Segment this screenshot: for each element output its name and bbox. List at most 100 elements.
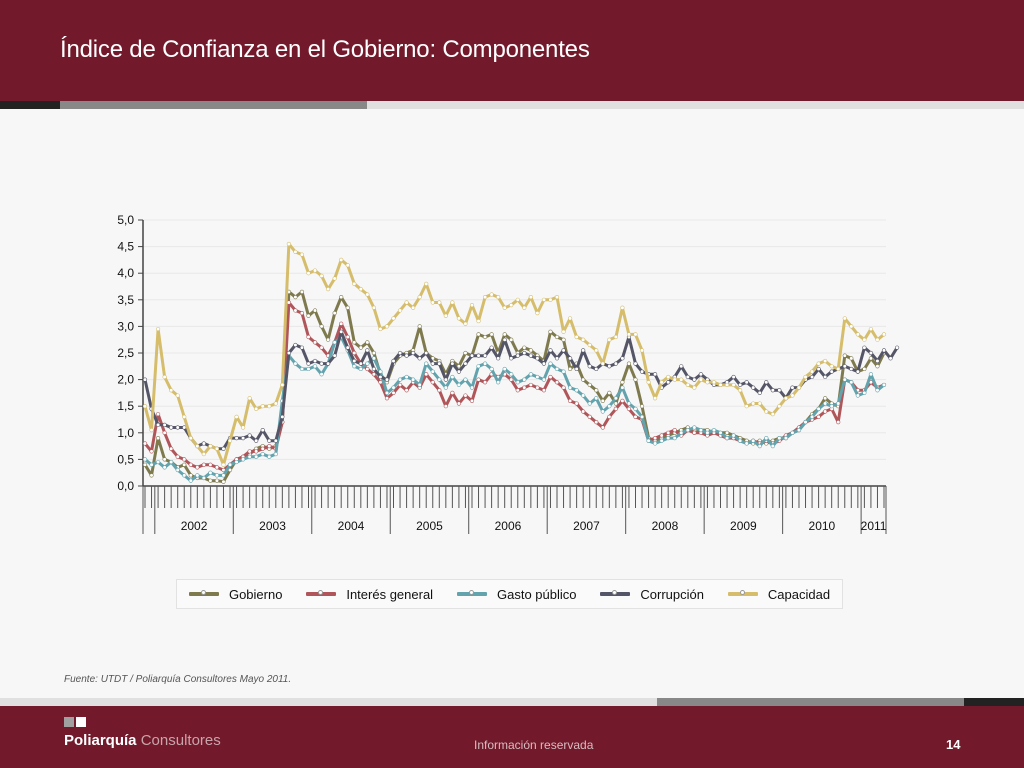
- data-point-capacidad: [633, 332, 638, 337]
- data-point-gasto-publico: [208, 470, 213, 475]
- data-point-capacidad: [227, 438, 233, 443]
- data-point-corrupcion: [365, 348, 370, 353]
- data-point-gasto-publico: [469, 385, 475, 390]
- data-point-capacidad: [482, 295, 488, 300]
- data-point-corrupcion: [306, 361, 311, 366]
- data-point-corrupcion: [888, 356, 893, 361]
- data-point-interes-general: [391, 390, 396, 396]
- data-point-gobierno: [365, 340, 370, 345]
- data-point-capacidad: [169, 388, 174, 393]
- data-point-gasto-publico: [626, 401, 632, 406]
- data-point-gasto-publico: [535, 374, 540, 380]
- data-point-interes-general: [594, 420, 599, 425]
- data-point-gasto-publico: [319, 372, 324, 377]
- data-point-capacidad: [823, 358, 828, 364]
- data-point-corrupcion: [823, 374, 828, 380]
- data-point-gasto-publico: [247, 454, 252, 459]
- data-point-interes-general: [613, 406, 618, 411]
- y-tick-label: 5,0: [117, 213, 134, 227]
- data-point-capacidad: [718, 382, 723, 388]
- data-point-gasto-publico: [515, 380, 520, 385]
- data-point-corrupcion: [273, 438, 278, 443]
- data-point-capacidad: [430, 300, 435, 305]
- data-point-interes-general: [195, 465, 200, 470]
- data-point-gobierno: [482, 334, 488, 340]
- data-point-interes-general: [666, 430, 671, 435]
- x-year-label: 2007: [573, 519, 600, 533]
- data-point-gasto-publico: [509, 372, 514, 377]
- data-point-interes-general: [581, 409, 586, 414]
- data-point-interes-general: [672, 428, 677, 433]
- data-point-gobierno: [724, 430, 730, 435]
- data-point-capacidad: [384, 324, 390, 329]
- data-point-capacidad: [175, 393, 180, 398]
- data-point-corrupcion: [437, 361, 442, 366]
- data-point-gasto-publico: [430, 369, 435, 374]
- data-point-corrupcion: [751, 385, 756, 390]
- data-point-capacidad: [358, 287, 363, 292]
- data-point-gasto-publico: [371, 356, 376, 361]
- data-point-gasto-publico: [365, 361, 370, 366]
- company-logo-icon: [64, 717, 86, 727]
- brand-light: Consultores: [140, 732, 221, 749]
- data-point-gasto-publico: [692, 425, 697, 430]
- confidential-label: Información reservada: [474, 738, 594, 752]
- legend-swatch-icon: [727, 590, 758, 596]
- data-point-capacidad: [672, 377, 677, 382]
- data-point-gobierno: [862, 366, 867, 372]
- y-tick-label: 1,0: [117, 426, 134, 440]
- data-point-gasto-publico: [862, 390, 867, 396]
- data-point-interes-general: [607, 414, 612, 419]
- data-point-capacidad: [711, 380, 717, 385]
- data-point-interes-general: [169, 446, 174, 451]
- data-point-gobierno: [509, 337, 514, 342]
- data-point-capacidad: [437, 300, 442, 305]
- data-point-capacidad: [842, 316, 847, 321]
- data-point-capacidad: [142, 404, 148, 409]
- data-point-capacidad: [221, 462, 226, 467]
- data-point-gobierno: [607, 390, 612, 396]
- data-point-corrupcion: [862, 345, 867, 350]
- data-point-gasto-publico: [397, 377, 403, 382]
- data-point-interes-general: [188, 462, 193, 467]
- data-point-gobierno: [849, 356, 854, 361]
- data-point-interes-general: [201, 462, 206, 467]
- data-point-gasto-publico: [777, 436, 782, 441]
- data-point-interes-general: [339, 321, 344, 326]
- data-point-interes-general: [528, 382, 533, 388]
- data-point-interes-general: [482, 380, 488, 385]
- data-point-corrupcion: [594, 366, 599, 372]
- data-point-corrupcion: [293, 342, 298, 348]
- data-point-gasto-publico: [541, 377, 547, 382]
- data-point-gobierno: [214, 478, 220, 483]
- data-point-capacidad: [332, 276, 337, 281]
- data-point-gasto-publico: [417, 382, 422, 388]
- data-point-corrupcion: [868, 350, 874, 356]
- data-point-corrupcion: [509, 356, 514, 361]
- data-point-gobierno: [600, 398, 605, 403]
- data-point-gasto-publico: [613, 396, 618, 401]
- data-point-capacidad: [561, 329, 566, 334]
- data-point-gasto-publico: [685, 428, 690, 433]
- data-point-capacidad: [548, 297, 553, 302]
- data-point-capacidad: [535, 311, 540, 316]
- data-point-gobierno: [299, 289, 305, 294]
- data-point-capacidad: [371, 305, 376, 310]
- data-point-corrupcion: [201, 441, 206, 446]
- data-point-capacidad: [515, 297, 520, 302]
- data-point-gobierno: [620, 380, 625, 385]
- data-point-capacidad: [653, 396, 658, 401]
- data-point-gasto-publico: [594, 396, 599, 401]
- data-point-capacidad: [836, 366, 841, 372]
- data-point-corrupcion: [319, 361, 324, 366]
- data-point-corrupcion: [613, 361, 618, 366]
- data-point-interes-general: [541, 388, 547, 393]
- company-logo-text: Poliarquía Consultores: [64, 732, 221, 749]
- data-point-interes-general: [345, 334, 350, 340]
- data-point-gobierno: [567, 366, 573, 372]
- data-point-corrupcion: [581, 348, 586, 353]
- data-point-gasto-publico: [299, 366, 305, 372]
- data-point-capacidad: [234, 414, 239, 419]
- data-point-corrupcion: [764, 380, 769, 385]
- data-point-corrupcion: [345, 345, 350, 350]
